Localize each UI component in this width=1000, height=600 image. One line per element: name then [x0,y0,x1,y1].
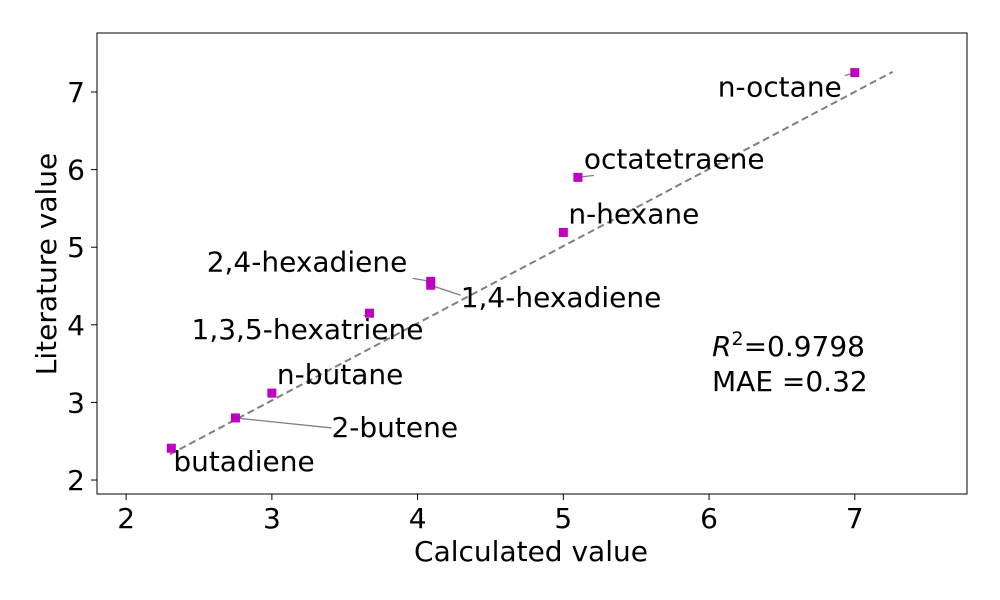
data-point [267,388,277,398]
y-tick-label: 2 [67,464,85,497]
data-point [230,413,240,423]
point-labels: butadiene 2-butene n-butane 1,3,5-hexatrien… [173,71,841,479]
data-point [573,172,583,182]
point-label: octatetraene [584,142,765,175]
point-label: 1,4-hexadiene [461,281,662,314]
data-point [426,280,436,290]
x-tick-label: 2 [117,502,135,535]
x-tick-label: 4 [409,502,427,535]
r-squared-exponent: 2 [731,328,743,350]
data-point [166,443,176,453]
x-axis: 2 3 4 5 6 7 [117,494,864,535]
leader-line [235,417,332,429]
data-point [850,68,860,78]
y-tick-label: 7 [67,76,85,109]
y-tick-label: 4 [67,309,85,342]
data-points [166,68,860,453]
y-tick-label: 5 [67,231,85,264]
point-label: n-butane [277,358,403,391]
fit-line [169,70,894,456]
x-axis-label: Calculated value [414,535,648,568]
point-label: 2,4-hexadiene [207,245,408,278]
point-label: n-octane [718,71,842,104]
x-tick-label: 5 [554,502,572,535]
x-tick-label: 3 [263,502,281,535]
r-squared-text: R2=0.9798 [712,328,865,363]
point-label: butadiene [173,445,314,478]
r-squared-symbol: R [712,330,731,363]
y-axis-label: Literature value [30,153,63,375]
y-axis: 2 3 4 5 6 7 [67,76,97,497]
r-squared-value: =0.9798 [744,330,865,363]
x-tick-label: 7 [846,502,864,535]
leader-line [430,284,461,296]
y-tick-label: 6 [67,154,85,187]
mae-text: MAE =0.32 [712,365,868,398]
data-point [365,308,375,318]
point-label: n-hexane [568,197,699,230]
point-label: 2-butene [331,411,458,444]
x-tick-label: 6 [700,502,718,535]
data-point [558,227,568,237]
y-tick-label: 3 [67,386,85,419]
point-label: 1,3,5-hexatriene [192,313,424,346]
